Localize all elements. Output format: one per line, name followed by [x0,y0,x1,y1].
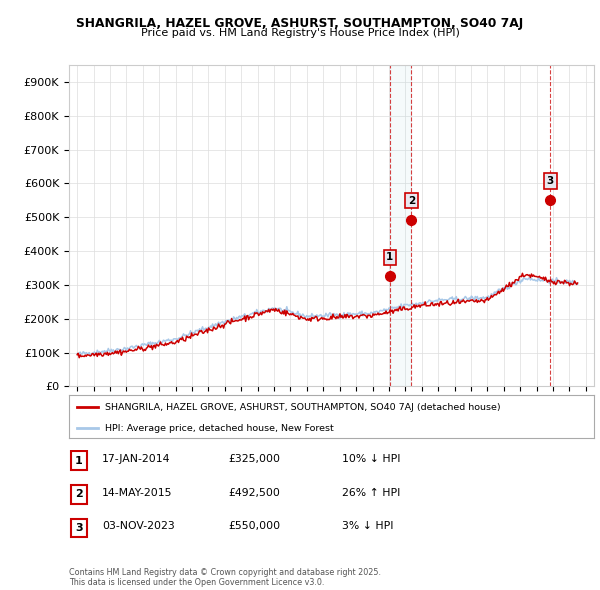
Bar [390,65,412,386]
Text: 03-NOV-2023: 03-NOV-2023 [102,522,175,531]
FancyBboxPatch shape [71,519,87,537]
Text: 26% ↑ HPI: 26% ↑ HPI [342,488,400,497]
Text: 3: 3 [547,176,554,186]
Text: 3% ↓ HPI: 3% ↓ HPI [342,522,394,531]
Text: 3: 3 [75,523,83,533]
Text: 1: 1 [386,253,394,262]
Text: 1: 1 [75,456,83,466]
Text: 2: 2 [408,195,415,205]
Text: Price paid vs. HM Land Registry's House Price Index (HPI): Price paid vs. HM Land Registry's House … [140,28,460,38]
Text: Contains HM Land Registry data © Crown copyright and database right 2025.
This d: Contains HM Land Registry data © Crown c… [69,568,381,587]
Text: HPI: Average price, detached house, New Forest: HPI: Average price, detached house, New … [105,424,334,432]
Text: SHANGRILA, HAZEL GROVE, ASHURST, SOUTHAMPTON, SO40 7AJ (detached house): SHANGRILA, HAZEL GROVE, ASHURST, SOUTHAM… [105,403,500,412]
Text: £492,500: £492,500 [228,488,280,497]
Text: 17-JAN-2014: 17-JAN-2014 [102,454,170,464]
Text: 2: 2 [75,490,83,499]
Text: SHANGRILA, HAZEL GROVE, ASHURST, SOUTHAMPTON, SO40 7AJ: SHANGRILA, HAZEL GROVE, ASHURST, SOUTHAM… [76,17,524,30]
FancyBboxPatch shape [71,451,87,470]
Text: 10% ↓ HPI: 10% ↓ HPI [342,454,401,464]
Text: £325,000: £325,000 [228,454,280,464]
FancyBboxPatch shape [71,485,87,504]
Text: £550,000: £550,000 [228,522,280,531]
Text: 14-MAY-2015: 14-MAY-2015 [102,488,173,497]
